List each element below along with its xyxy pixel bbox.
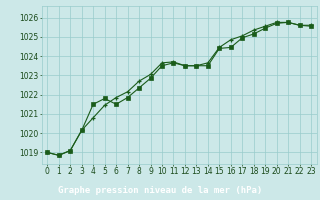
Text: Graphe pression niveau de la mer (hPa): Graphe pression niveau de la mer (hPa)	[58, 186, 262, 195]
